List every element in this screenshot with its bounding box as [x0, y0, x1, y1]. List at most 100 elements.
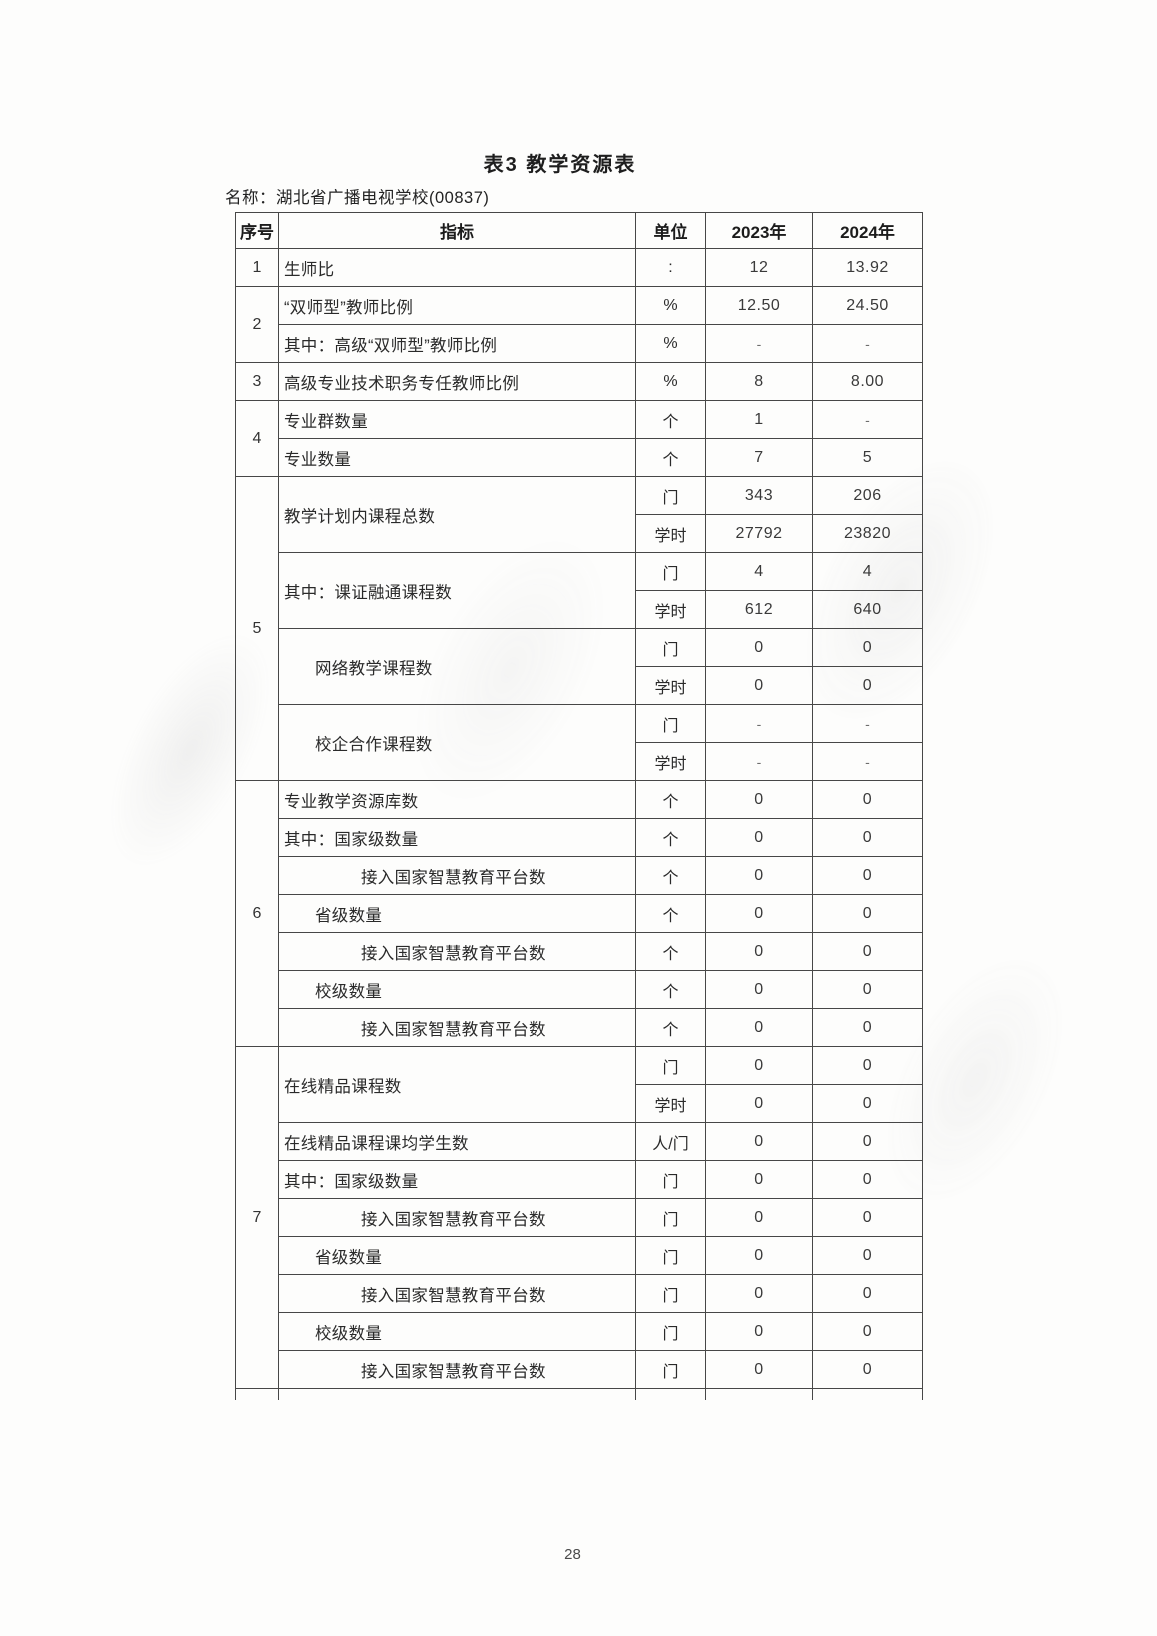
table-cell: - [812, 324, 923, 363]
table-cell: 0 [705, 894, 813, 933]
table-cell: 0 [705, 1122, 813, 1161]
row-number-cell: 2 [235, 286, 279, 363]
table-cell: : [635, 248, 706, 287]
table-cell: 0 [705, 1236, 813, 1275]
table-cell: - [705, 324, 813, 363]
table-cell: 网络教学课程数 [278, 628, 636, 705]
table-cell: 4 [705, 552, 813, 591]
table-cell: 个 [635, 932, 706, 971]
table-cell: 高级专业技术职务专任教师比例 [278, 362, 636, 401]
table-cell: 13.92 [812, 248, 923, 287]
table-cell: - [705, 704, 813, 743]
table-cell: 其中：课证融通课程数 [278, 552, 636, 629]
resources-table: 序号 指标 单位 2023年 2024年 1 生师比:12 13.92 2 “双师型”教师比例%… [235, 212, 923, 1400]
page-title: 表3 教学资源表 [483, 154, 637, 176]
table-cell: 学时 [635, 1084, 706, 1123]
table-cell: 人/门 [635, 1122, 706, 1161]
table-cell: 在线精品课程数 [278, 1046, 636, 1123]
table-cell: 专业数量 [278, 438, 636, 477]
table-cell: 0 [705, 1274, 813, 1313]
table-cell: 门 [635, 628, 706, 667]
table-cell: 0 [705, 1350, 813, 1389]
table-cell: 0 [705, 932, 813, 971]
table-cell: 5 [812, 438, 923, 477]
table-cell: 4 [812, 552, 923, 591]
table-header-cell: 序号 [235, 212, 279, 249]
table-cell: 专业教学资源库数 [278, 780, 636, 819]
table-cell: 教学计划内课程总数 [278, 476, 636, 553]
table-cell: 0 [812, 666, 923, 705]
table-cell: 学时 [635, 590, 706, 629]
table-cell: 生师比 [278, 248, 636, 287]
table-cell: 门 [635, 1198, 706, 1237]
table-cell: 其中：国家级数量 [278, 818, 636, 857]
table-cell: 0 [812, 970, 923, 1009]
table-cell: 0 [812, 1274, 923, 1313]
table-cell: 接入国家智慧教育平台数 [278, 1274, 636, 1313]
table-cell: 12.50 [705, 286, 813, 325]
table-cell: 0 [812, 1312, 923, 1351]
table-cell: 640 [812, 590, 923, 629]
table-cell: 0 [705, 1008, 813, 1047]
table-cell: 343 [705, 476, 813, 515]
table-cell: 省级数量 [278, 894, 636, 933]
table-cell: 0 [812, 1236, 923, 1275]
table-cell [705, 1388, 813, 1400]
table-cell: 0 [812, 628, 923, 667]
table-cell: 24.50 [812, 286, 923, 325]
row-number-cell: 5 [235, 476, 279, 781]
table-header-cell: 2023年 [705, 212, 813, 249]
table-cell: 接入国家智慧教育平台数 [278, 1350, 636, 1389]
table-cell: 0 [812, 1122, 923, 1161]
table-cell: 0 [812, 1084, 923, 1123]
table-cell: 校企合作课程数 [278, 704, 636, 781]
table-cell: 0 [705, 1046, 813, 1085]
row-number-cell: 1 [235, 248, 279, 287]
table-cell: 门 [635, 476, 706, 515]
table-cell: 0 [705, 1312, 813, 1351]
table-cell [635, 1388, 706, 1400]
table-cell: 个 [635, 856, 706, 895]
table-cell: 0 [705, 818, 813, 857]
table-cell [235, 1388, 279, 1400]
table-cell: 个 [635, 818, 706, 857]
table-cell: - [812, 704, 923, 743]
table-cell: 其中：国家级数量 [278, 1160, 636, 1199]
table-cell: 个 [635, 1008, 706, 1047]
table-cell: 0 [705, 666, 813, 705]
table-cell: 个 [635, 970, 706, 1009]
table-cell: 在线精品课程课均学生数 [278, 1122, 636, 1161]
table-cell: 0 [812, 1160, 923, 1199]
table-cell: 0 [812, 932, 923, 971]
table-cell: 校级数量 [278, 970, 636, 1009]
table-cell: “双师型”教师比例 [278, 286, 636, 325]
table-container: 序号 指标 单位 2023年 2024年 1 生师比:12 13.92 2 “双师型”教师比例%… [235, 212, 923, 1400]
table-cell: 门 [635, 1236, 706, 1275]
row-number-cell: 7 [235, 1046, 279, 1389]
table-cell: 23820 [812, 514, 923, 553]
table-cell: 门 [635, 704, 706, 743]
table-cell: 个 [635, 438, 706, 477]
table-cell: - [812, 400, 923, 439]
table-cell: 门 [635, 552, 706, 591]
table-cell: 0 [705, 856, 813, 895]
table-cell: 0 [705, 1084, 813, 1123]
table-cell: 个 [635, 400, 706, 439]
table-cell: 门 [635, 1350, 706, 1389]
table-cell: 个 [635, 894, 706, 933]
table-cell: 个 [635, 780, 706, 819]
table-cell: 27792 [705, 514, 813, 553]
school-name: 名称：湖北省广播电视学校(00837) [225, 189, 490, 207]
table-cell: 0 [812, 894, 923, 933]
table-cell: 门 [635, 1274, 706, 1313]
table-header-cell: 2024年 [812, 212, 923, 249]
table-header-cell: 指标 [278, 212, 636, 249]
table-cell: 1 [705, 400, 813, 439]
table-header-row: 序号 指标 单位 2023年 2024年 [235, 212, 923, 249]
table-cell: 0 [812, 1046, 923, 1085]
table-cell: 0 [812, 1008, 923, 1047]
row-number-cell: 4 [235, 400, 279, 477]
table-cell: 0 [705, 1160, 813, 1199]
table-cell: 8 [705, 362, 813, 401]
page-number: 28 [564, 1546, 581, 1563]
